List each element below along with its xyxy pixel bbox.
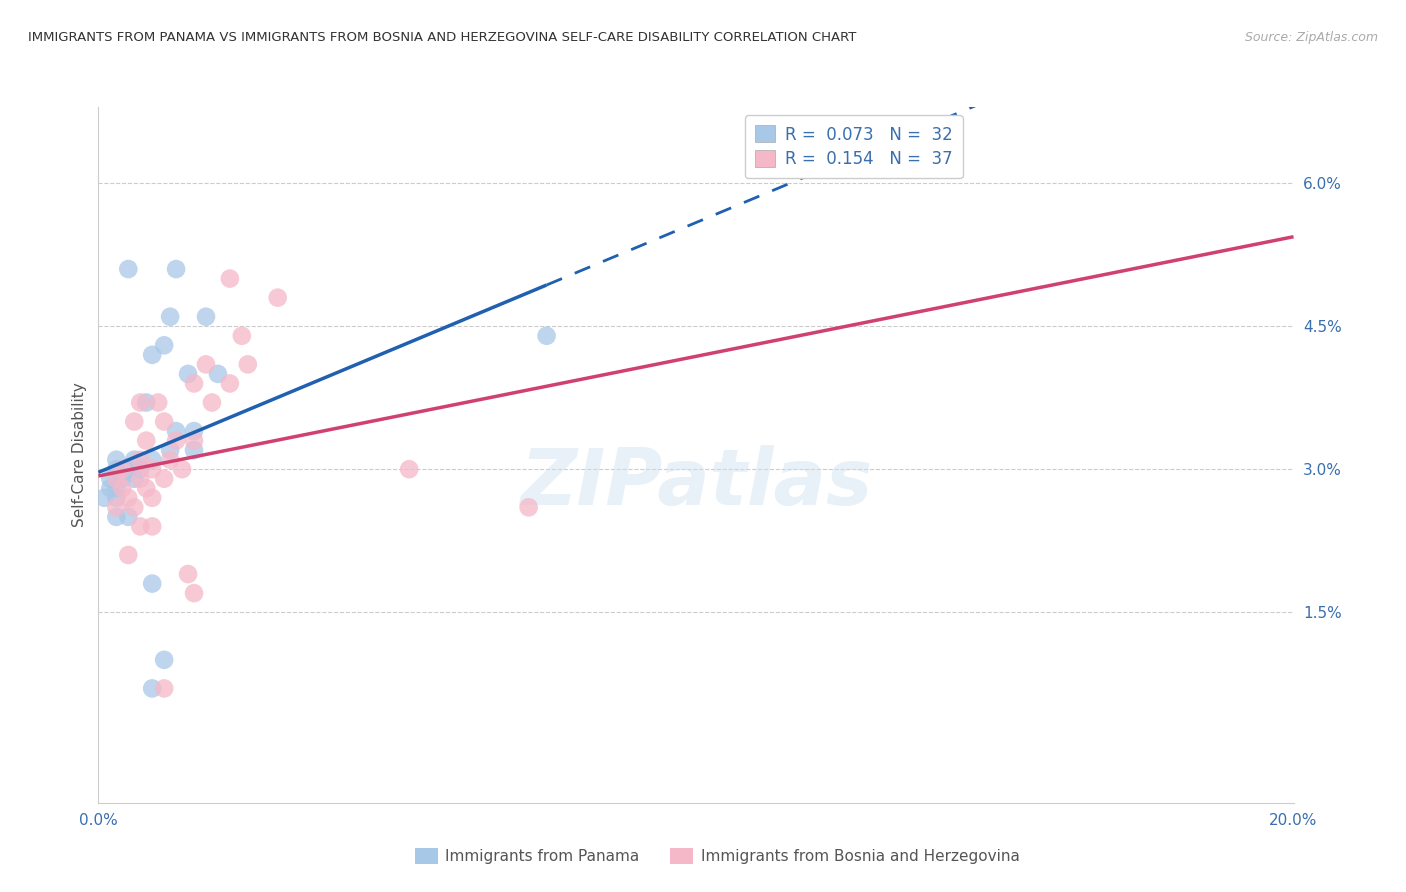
- Point: [105, 500, 128, 515]
- Point: [124, 415, 146, 429]
- Point: [183, 586, 205, 600]
- Point: [153, 653, 176, 667]
- Point: [141, 452, 163, 467]
- Point: [267, 291, 290, 305]
- Point: [117, 462, 139, 476]
- Point: [129, 462, 152, 476]
- Point: [153, 415, 176, 429]
- Point: [165, 434, 187, 448]
- Point: [117, 262, 139, 277]
- Point: [100, 472, 122, 486]
- Point: [517, 500, 540, 515]
- Point: [111, 481, 134, 495]
- Text: ZIPatlas: ZIPatlas: [520, 445, 872, 521]
- Point: [141, 519, 163, 533]
- Point: [100, 481, 122, 495]
- Point: [124, 500, 146, 515]
- Point: [153, 681, 176, 696]
- Point: [111, 472, 134, 486]
- Point: [141, 348, 163, 362]
- Y-axis label: Self-Care Disability: Self-Care Disability: [72, 383, 87, 527]
- Point: [159, 310, 181, 324]
- Point: [219, 376, 242, 391]
- Point: [231, 328, 253, 343]
- Point: [105, 462, 128, 476]
- Point: [105, 452, 128, 467]
- Point: [117, 548, 139, 562]
- Text: IMMIGRANTS FROM PANAMA VS IMMIGRANTS FROM BOSNIA AND HERZEGOVINA SELF-CARE DISAB: IMMIGRANTS FROM PANAMA VS IMMIGRANTS FRO…: [28, 31, 856, 45]
- Legend: Immigrants from Panama, Immigrants from Bosnia and Herzegovina: Immigrants from Panama, Immigrants from …: [409, 842, 1025, 871]
- Point: [141, 576, 163, 591]
- Point: [148, 395, 170, 409]
- Point: [105, 491, 128, 505]
- Legend: R =  0.073   N =  32, R =  0.154   N =  37: R = 0.073 N = 32, R = 0.154 N = 37: [745, 115, 963, 178]
- Point: [159, 452, 181, 467]
- Point: [236, 357, 259, 371]
- Text: Source: ZipAtlas.com: Source: ZipAtlas.com: [1244, 31, 1378, 45]
- Point: [165, 424, 187, 438]
- Point: [93, 491, 115, 505]
- Point: [183, 424, 205, 438]
- Point: [105, 481, 128, 495]
- Point: [536, 328, 558, 343]
- Point: [159, 443, 181, 458]
- Point: [207, 367, 229, 381]
- Point: [177, 367, 200, 381]
- Point: [141, 681, 163, 696]
- Point: [135, 395, 157, 409]
- Point: [153, 472, 176, 486]
- Point: [129, 452, 152, 467]
- Point: [105, 472, 128, 486]
- Point: [141, 462, 163, 476]
- Point: [105, 509, 128, 524]
- Point: [111, 462, 134, 476]
- Point: [177, 567, 200, 582]
- Point: [129, 519, 152, 533]
- Point: [129, 395, 152, 409]
- Point: [129, 472, 152, 486]
- Point: [135, 434, 157, 448]
- Point: [183, 443, 205, 458]
- Point: [124, 452, 146, 467]
- Point: [219, 271, 242, 285]
- Point: [117, 509, 139, 524]
- Point: [172, 462, 194, 476]
- Point: [195, 357, 218, 371]
- Point: [183, 434, 205, 448]
- Point: [124, 472, 146, 486]
- Point: [165, 262, 187, 277]
- Point: [183, 376, 205, 391]
- Point: [141, 491, 163, 505]
- Point: [398, 462, 420, 476]
- Point: [195, 310, 218, 324]
- Point: [135, 481, 157, 495]
- Point: [153, 338, 176, 352]
- Point: [117, 491, 139, 505]
- Point: [201, 395, 224, 409]
